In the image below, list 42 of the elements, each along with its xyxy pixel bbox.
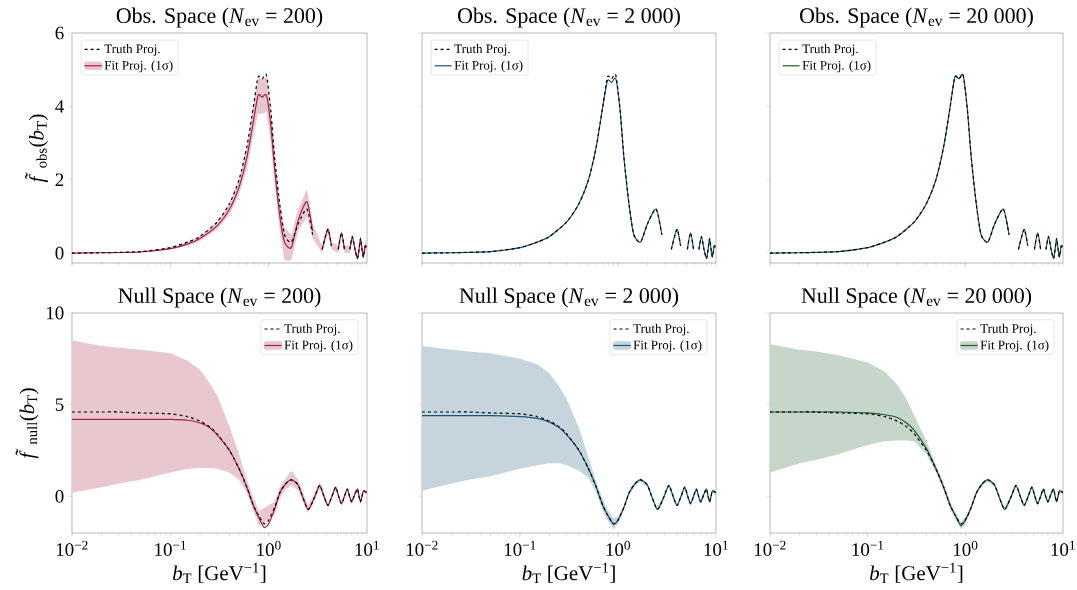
x-tick-label: 10$^{−1}$ (155, 540, 186, 556)
chart-title: Null Space (N$_{ev}$ = 2 000) (459, 287, 679, 308)
x-tick-label: 10$^{0}$ (606, 540, 631, 557)
y-tick-label: 4 (55, 100, 64, 113)
chart-title: Obs. Space (N$_{ev}$ = 20 000) (800, 7, 1033, 28)
y-axis-title: f̃$_{null}$(b$_{T}$) (15, 388, 39, 459)
x-axis-title: b$_{T}$ [GeV$^{−1}$] (522, 562, 615, 584)
x-axis-title: b$_{T}$ [GeV$^{−1}$] (869, 562, 963, 584)
chart-title: Null Space (N$_{ev}$ = 200) (118, 287, 321, 308)
x-tick-label: 10$^{1}$ (704, 540, 728, 556)
x-tick-label: 10$^{0}$ (953, 540, 978, 557)
x-tick-label: 10$^{1}$ (1051, 540, 1075, 556)
legend-label: Fit Proj. (1σ) (104, 60, 173, 73)
legend-label: Truth Proj. (104, 44, 160, 56)
x-tick-label: 10$^{−1}$ (852, 540, 884, 556)
y-tick-label: 2 (55, 173, 64, 186)
legend-label: Fit Proj. (1σ) (454, 60, 523, 73)
x-tick-label: 10$^{−2}$ (56, 540, 88, 556)
legend-label: Fit Proj. (1σ) (980, 340, 1049, 352)
legend-label: Fit Proj. (1σ) (633, 340, 702, 352)
x-tick-label: 10$^{−2}$ (754, 540, 786, 556)
chart-title: Null Space (N$_{ev}$ = 20 000) (801, 287, 1032, 308)
x-tick-label: 10$^{0}$ (257, 540, 281, 557)
x-tick-label: 10$^{−1}$ (504, 540, 536, 556)
y-tick-label: 10 (46, 306, 64, 320)
legend-label: Fit Proj. (1σ) (802, 60, 871, 73)
legend-label: Truth Proj. (633, 323, 689, 336)
y-axis-title: f̃$_{obs}$(b$_{T}$) (25, 114, 48, 183)
legend-label: Truth Proj. (284, 323, 340, 336)
legend-label: Truth Proj. (454, 44, 510, 56)
y-tick-label: 5 (55, 398, 64, 411)
x-tick-label: 10$^{−2}$ (406, 540, 438, 556)
legend-label: Truth Proj. (802, 44, 858, 56)
y-tick-label: 6 (55, 26, 64, 40)
legend-label: Truth Proj. (980, 323, 1036, 336)
chart-title: Obs. Space (N$_{ev}$ = 200) (116, 7, 323, 28)
legend-label: Fit Proj. (1σ) (284, 340, 353, 352)
y-tick-label: 0 (55, 246, 64, 260)
x-tick-label: 10$^{1}$ (355, 540, 379, 556)
x-axis-title: b$_{T}$ [GeV$^{−1}$] (172, 562, 266, 584)
y-tick-label: 0 (55, 489, 64, 503)
chart-title: Obs. Space (N$_{ev}$ = 2 000) (458, 7, 680, 28)
